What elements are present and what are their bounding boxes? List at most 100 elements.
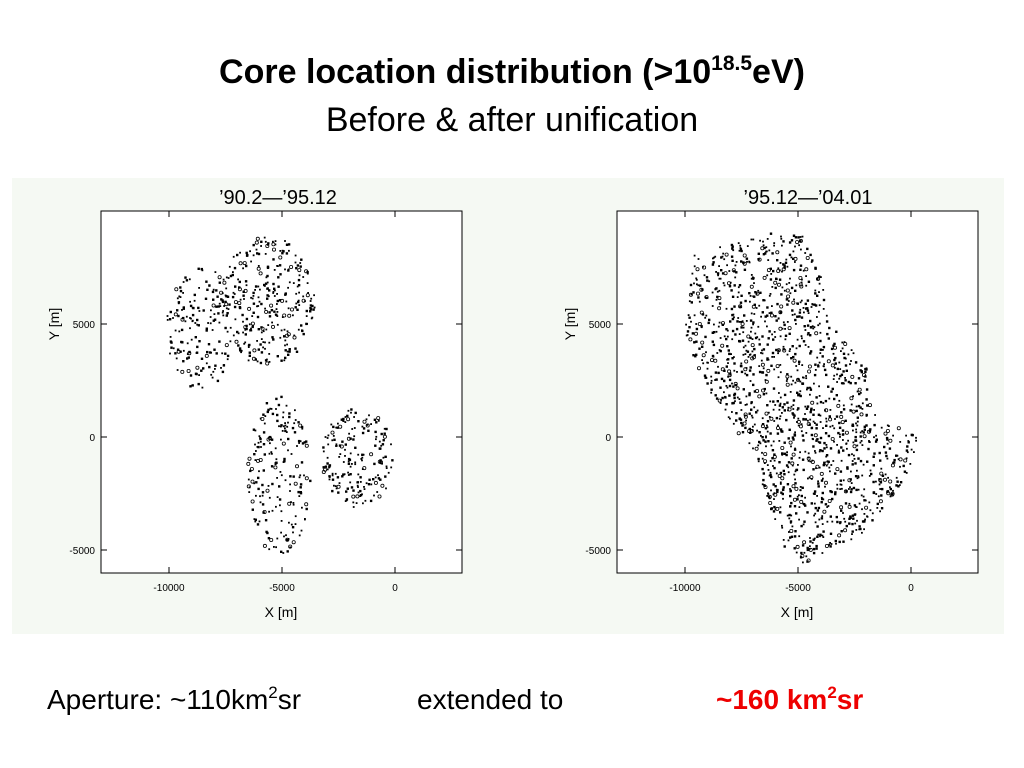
data-point [771,252,774,255]
data-point [254,289,256,291]
data-point [817,480,819,483]
data-point [798,282,803,287]
data-point [262,330,265,333]
data-point [817,441,820,443]
data-point [828,417,833,422]
data-point [297,278,301,282]
data-point [804,252,807,254]
data-point [814,363,817,366]
data-point [731,295,735,298]
data-point [266,531,269,535]
data-point [264,347,266,350]
data-point [330,423,333,426]
data-point [798,535,801,538]
data-point [347,471,349,474]
data-point [247,346,250,348]
data-point [705,314,708,317]
data-point [823,363,825,365]
data-point [246,253,249,257]
data-point [205,362,208,365]
data-point [240,349,243,352]
data-point [200,357,204,360]
data-point [779,396,782,399]
data-point [731,247,734,250]
data-point [244,333,247,336]
data-point [883,477,888,482]
data-point [296,264,300,267]
data-point [204,353,209,358]
data-point [761,436,764,439]
data-point [729,417,731,420]
data-point [335,426,338,429]
data-point [766,404,769,407]
data-point [825,464,828,467]
data-point [254,285,258,288]
data-point [749,336,752,340]
data-point [719,277,722,280]
data-point [834,491,837,494]
data-point [225,314,228,317]
data-point [335,445,337,447]
data-point [723,335,726,338]
data-point [696,291,701,296]
data-point [790,514,793,517]
data-point [758,440,761,444]
data-point [905,434,907,437]
data-point [863,513,866,515]
data-point [873,452,876,455]
data-point [828,543,831,546]
data-point [253,482,256,485]
data-point [803,311,805,314]
data-point [834,472,837,475]
data-point [266,288,268,290]
data-point [260,446,262,448]
data-point [182,360,185,363]
data-point [818,395,821,397]
data-point [276,496,279,498]
data-point [207,322,209,324]
data-point [798,393,801,395]
data-point [772,400,775,403]
data-point [712,343,716,347]
data-point [809,537,811,539]
data-point [761,352,764,355]
chart-left-ylabel: Y [m] [46,308,62,340]
data-point [733,393,736,397]
data-point [377,474,379,477]
data-point [836,483,839,486]
data-point [714,288,717,291]
data-point [728,384,732,388]
data-point [825,424,828,427]
data-point [727,373,732,378]
data-point [809,545,811,548]
data-point [246,484,251,489]
data-point [688,337,693,342]
data-point [344,421,347,423]
data-point [813,303,816,306]
data-point [723,284,726,287]
data-point [281,441,286,446]
data-point [272,282,275,286]
data-point [285,431,288,433]
data-point [298,534,301,537]
data-point [739,401,742,404]
data-point [834,362,837,365]
data-point [800,299,803,302]
data-point [760,362,765,367]
data-point [384,456,387,458]
data-point [818,385,820,388]
data-point [734,264,737,267]
chart-left-title: ’90.2—’95.12 [219,187,337,209]
data-point [727,369,732,374]
data-point [293,334,296,337]
data-point [189,304,193,308]
data-point [782,469,785,473]
data-point [777,282,782,287]
data-point [326,462,329,465]
data-point [781,412,783,414]
data-point [344,455,346,457]
data-point [879,471,884,476]
data-point [855,448,859,452]
data-point [791,309,794,312]
data-point [734,400,736,403]
